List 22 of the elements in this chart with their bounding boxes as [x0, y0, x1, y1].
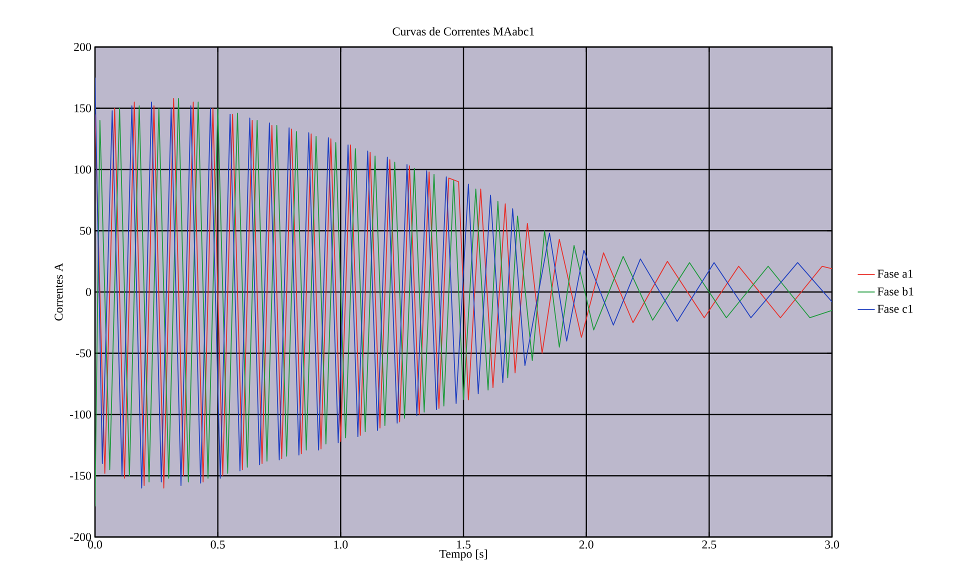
y-tick-label: 0 — [86, 288, 92, 296]
y-tick-label: 50 — [80, 226, 92, 235]
y-tick-label: 100 — [74, 165, 92, 174]
y-tick-label: -150 — [70, 472, 92, 480]
y-tick-label: 200 — [74, 42, 92, 52]
x-tick-label: 3.0 — [825, 540, 840, 549]
x-tick-label: 2.0 — [579, 540, 594, 549]
y-axis-title: Correntes A — [54, 263, 63, 321]
y-tick-label: -100 — [70, 410, 92, 419]
y-tick-label: -50 — [76, 349, 92, 358]
legend-label: Fase c1 — [878, 304, 913, 313]
x-tick-label: 0.5 — [210, 540, 225, 549]
y-tick-label: -200 — [70, 532, 92, 542]
x-tick-label: 0.0 — [88, 540, 102, 549]
legend-label: Fase a1 — [878, 270, 913, 278]
x-axis-title: Tempo [s] — [439, 550, 487, 560]
chart-title: Curvas de Correntes MAabc1 — [392, 27, 534, 36]
y-tick-label: 150 — [74, 104, 92, 112]
legend-label: Fase b1 — [878, 287, 914, 296]
x-tick-label: 1.0 — [334, 540, 348, 549]
x-tick-label: 2.5 — [702, 540, 716, 549]
x-tick-label: 1.5 — [457, 540, 471, 549]
